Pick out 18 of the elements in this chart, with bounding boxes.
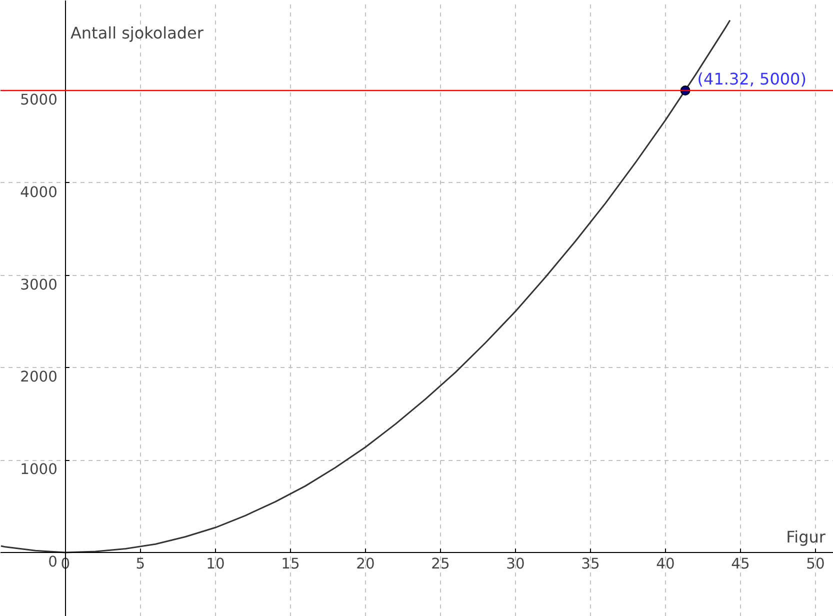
x-tick-label: 5 <box>136 555 146 572</box>
x-tick-label: 45 <box>731 555 750 572</box>
x-tick-label: 40 <box>656 555 675 572</box>
annotation: (41.32, 5000) <box>697 69 806 88</box>
x-tick-label: 35 <box>581 555 600 572</box>
x-tick-label: 10 <box>206 555 225 572</box>
y-tick-label: 3000 <box>20 276 58 294</box>
y-tick-label: 4000 <box>20 184 58 201</box>
x-axis-title: Figur <box>786 527 826 546</box>
x-tick-label: 15 <box>281 555 300 572</box>
x-tick-label: 20 <box>356 555 375 572</box>
x-tick-label: 50 <box>806 555 825 572</box>
y-axis-title: Antall sjokolader <box>70 24 204 42</box>
x-tick-label: 30 <box>506 555 525 572</box>
y-tick-label: 1000 <box>20 461 58 478</box>
y-tick-label: 5000 <box>20 91 58 108</box>
y-tick-label: 2000 <box>20 368 58 386</box>
x-tick-label: 25 <box>431 555 450 572</box>
